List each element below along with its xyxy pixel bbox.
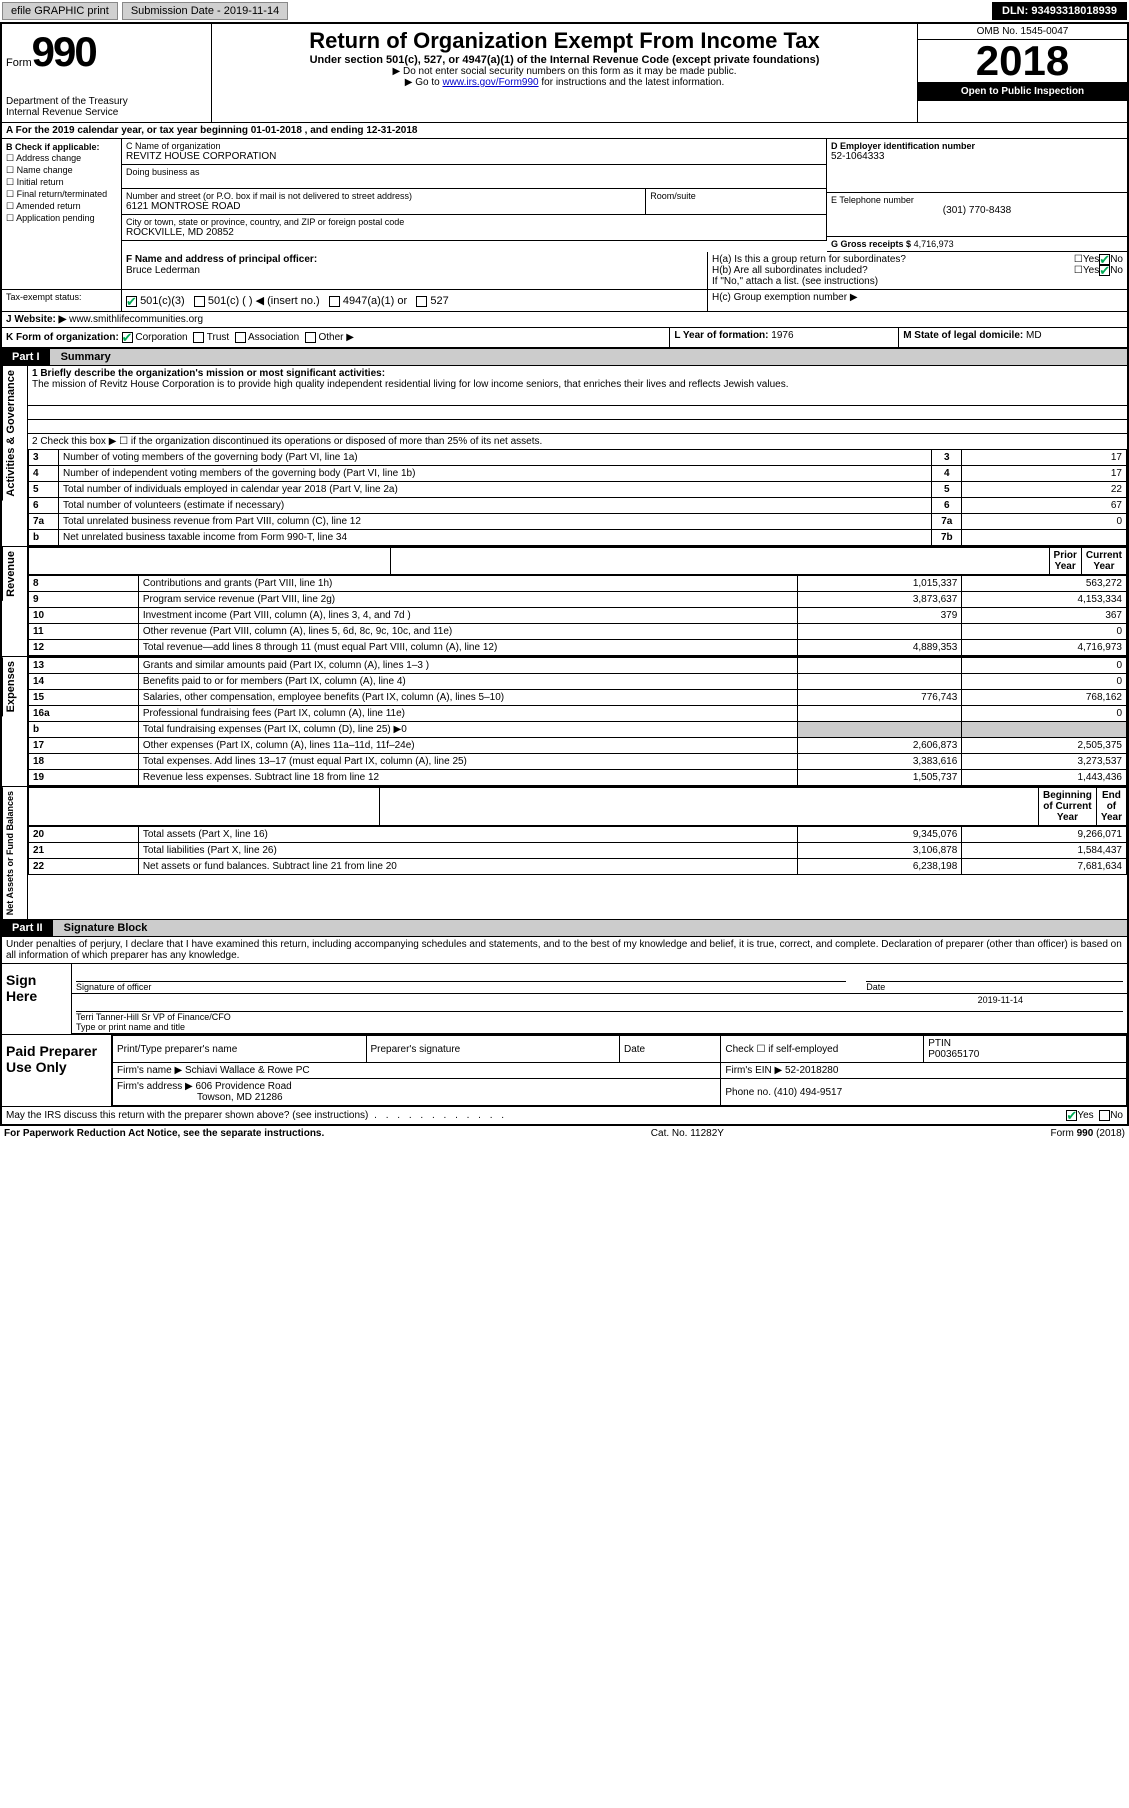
- ein-label: D Employer identification number: [831, 141, 975, 151]
- year-formation: 1976: [771, 330, 793, 341]
- discuss-label: May the IRS discuss this return with the…: [6, 1110, 1066, 1121]
- street-address: 6121 MONTROSE ROAD: [126, 201, 641, 212]
- dln-label: DLN: 93493318018939: [992, 2, 1127, 20]
- note-ssn: ▶ Do not enter social security numbers o…: [216, 66, 913, 77]
- efile-print-button[interactable]: efile GRAPHIC print: [2, 2, 118, 20]
- room-label: Room/suite: [650, 191, 822, 201]
- discuss-no-checkbox[interactable]: [1099, 1110, 1110, 1121]
- firm-name: Schiavi Wallace & Rowe PC: [185, 1065, 310, 1076]
- form-word: Form: [6, 57, 32, 69]
- col-c-org-info: C Name of organization REVITZ HOUSE CORP…: [122, 139, 827, 252]
- note-goto-pre: ▶ Go to: [405, 77, 443, 88]
- officer-name: Bruce Lederman: [126, 265, 703, 276]
- website-label: J Website: ▶: [6, 314, 66, 325]
- line-k-label: K Form of organization:: [6, 332, 119, 343]
- footer-right: Form 990 (2018): [1051, 1128, 1125, 1139]
- side-netassets: Net Assets or Fund Balances: [2, 787, 17, 919]
- declaration: Under penalties of perjury, I declare th…: [2, 937, 1127, 963]
- website-value: www.smithlifecommunities.org: [69, 314, 203, 325]
- signer-name: Terri Tanner-Hill Sr VP of Finance/CFO: [76, 1012, 1123, 1022]
- sig-officer-label: Signature of officer: [76, 981, 846, 992]
- ein-value: 52-1064333: [831, 151, 1123, 162]
- part2-header: Part II: [2, 920, 53, 936]
- line-a: A For the 2019 calendar year, or tax yea…: [2, 123, 1127, 139]
- form-container: Form 990 Department of the Treasury Inte…: [0, 22, 1129, 1126]
- hb-label: H(b) Are all subordinates included?: [712, 265, 1074, 276]
- side-governance: Activities & Governance: [2, 366, 19, 501]
- firm-phone: (410) 494-9517: [774, 1087, 842, 1098]
- form-subtitle: Under section 501(c), 527, or 4947(a)(1)…: [216, 54, 913, 66]
- 501c3-checkbox[interactable]: [126, 296, 137, 307]
- irs-label: Internal Revenue Service: [6, 107, 207, 118]
- ha-label: H(a) Is this a group return for subordin…: [712, 254, 1074, 265]
- dept-label: Department of the Treasury: [6, 96, 207, 107]
- paid-preparer-label: Paid Preparer Use Only: [2, 1035, 112, 1106]
- line2-text: 2 Check this box ▶ ☐ if the organization…: [28, 434, 1127, 449]
- footer-left: For Paperwork Reduction Act Notice, see …: [4, 1128, 324, 1139]
- signer-name-label: Type or print name and title: [76, 1022, 1123, 1032]
- tax-exempt-label: Tax-exempt status:: [2, 290, 122, 311]
- section-b-to-g: B Check if applicable: ☐ Address change …: [2, 139, 1127, 252]
- gross-receipts: 4,716,973: [914, 239, 954, 249]
- firm-addr2: Towson, MD 21286: [197, 1092, 283, 1103]
- dba-label: Doing business as: [126, 167, 822, 177]
- col-b-checkboxes: B Check if applicable: ☐ Address change …: [2, 139, 122, 252]
- side-revenue: Revenue: [2, 547, 19, 601]
- phone-label: E Telephone number: [831, 195, 1123, 205]
- top-toolbar: efile GRAPHIC print Submission Date - 20…: [0, 0, 1129, 22]
- city-label: City or town, state or province, country…: [126, 217, 822, 227]
- public-inspection: Open to Public Inspection: [918, 82, 1127, 101]
- submission-date-button[interactable]: Submission Date - 2019-11-14: [122, 2, 288, 20]
- org-name: REVITZ HOUSE CORPORATION: [126, 151, 822, 162]
- mission-label: 1 Briefly describe the organization's mi…: [32, 368, 385, 379]
- form-title: Return of Organization Exempt From Incom…: [216, 28, 913, 54]
- part1-title: Summary: [53, 351, 111, 363]
- firm-addr1: 606 Providence Road: [196, 1081, 292, 1092]
- part2-title: Signature Block: [56, 922, 148, 934]
- form-number: 990: [32, 28, 96, 76]
- org-name-label: C Name of organization: [126, 141, 822, 151]
- ptin-value: P00365170: [928, 1049, 979, 1060]
- state-domicile: MD: [1026, 330, 1042, 341]
- sign-here-label: Sign Here: [2, 964, 72, 1034]
- side-expenses: Expenses: [2, 657, 19, 716]
- firm-ein: 52-2018280: [785, 1065, 838, 1076]
- phone-value: (301) 770-8438: [831, 205, 1123, 216]
- gross-label: G Gross receipts $: [831, 239, 911, 249]
- sign-date-value: 2019-11-14: [978, 995, 1023, 1007]
- note-goto-post: for instructions and the latest informat…: [539, 77, 725, 88]
- mission-text: The mission of Revitz House Corporation …: [32, 379, 789, 390]
- form990-link[interactable]: www.irs.gov/Form990: [442, 77, 538, 88]
- hb-note: If "No," attach a list. (see instruction…: [712, 276, 1123, 287]
- city-state-zip: ROCKVILLE, MD 20852: [126, 227, 822, 238]
- discuss-yes-checkbox[interactable]: [1066, 1110, 1077, 1121]
- addr-label: Number and street (or P.O. box if mail i…: [126, 191, 641, 201]
- col-d-contact: D Employer identification number 52-1064…: [827, 139, 1127, 252]
- hc-label: H(c) Group exemption number ▶: [707, 290, 1127, 311]
- form-header: Form 990 Department of the Treasury Inte…: [2, 24, 1127, 123]
- tax-year: 2018: [918, 40, 1127, 82]
- officer-label: F Name and address of principal officer:: [126, 254, 317, 265]
- part1-header: Part I: [2, 349, 50, 365]
- footer-mid: Cat. No. 11282Y: [651, 1128, 724, 1139]
